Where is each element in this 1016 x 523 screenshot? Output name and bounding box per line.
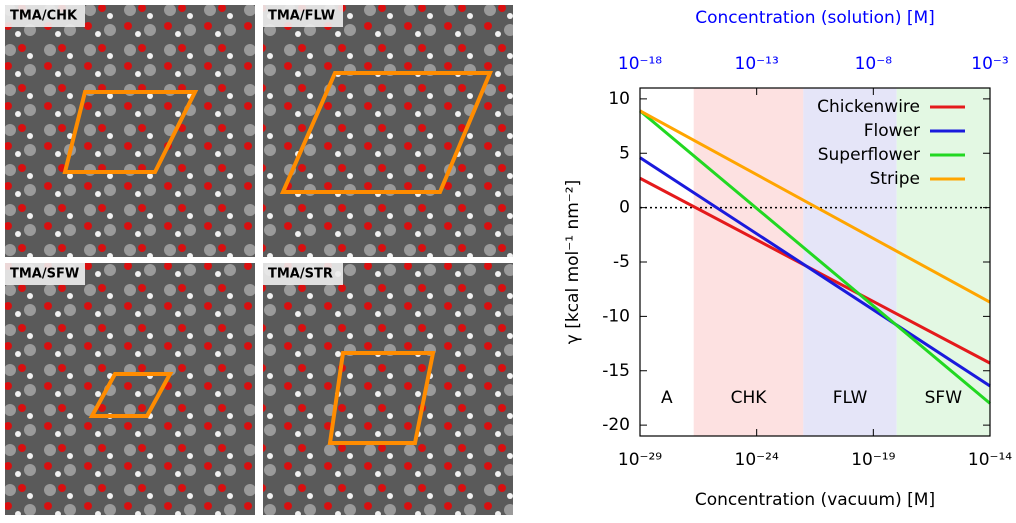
- region: [693, 88, 804, 436]
- panel-image: [263, 5, 513, 257]
- y-tick-label: -10: [602, 306, 630, 326]
- unit-cell: [88, 372, 174, 418]
- plot-frame: [639, 87, 991, 437]
- unit-cell: [279, 71, 494, 194]
- label-bg: [263, 5, 343, 27]
- panel-label: TMA/CHK: [10, 9, 78, 24]
- panels: TMA/CHK TMA/FLW TMA/SFW TMA/STR: [5, 5, 513, 515]
- x-tick-label: 10⁻¹⁴: [968, 450, 1012, 470]
- unit-cells: [62, 71, 494, 445]
- label-bg: [5, 5, 85, 27]
- panel-labels: TMA/CHK TMA/FLW TMA/SFW TMA/STR: [5, 5, 343, 285]
- region: [896, 88, 990, 436]
- y-tick-label: 10: [608, 89, 630, 109]
- x2-axis-label: Concentration (solution) [M]: [695, 8, 935, 28]
- x2-tick-label: 10⁻¹⁸: [618, 54, 662, 74]
- legend-label: Stripe: [870, 169, 920, 189]
- x2-tick-label: 10⁻¹³: [735, 54, 779, 74]
- series-line: [639, 156, 991, 388]
- legend-label: Superflower: [818, 145, 920, 165]
- panel-image: [5, 5, 255, 257]
- panel-label: TMA/SFW: [10, 267, 79, 282]
- series-line: [639, 109, 991, 304]
- y-axis-label: γ [kcal mol⁻¹ nm⁻²]: [563, 180, 583, 344]
- panel-image: [263, 263, 513, 515]
- label-bg: [263, 263, 343, 285]
- x-tick-label: 10⁻¹⁹: [851, 450, 895, 470]
- region-label: CHK: [731, 388, 768, 408]
- y-tick-label: -15: [602, 361, 630, 381]
- y-tick-label: 0: [619, 198, 630, 218]
- region-label: FLW: [833, 388, 868, 408]
- y-tick-label: -5: [613, 252, 630, 272]
- label-bg: [5, 263, 85, 285]
- unit-cell: [327, 351, 436, 445]
- x2-tick-label: 10⁻³: [971, 54, 1008, 74]
- panel-label: TMA/STR: [268, 267, 333, 282]
- series-line: [639, 109, 991, 405]
- unit-cell: [62, 90, 199, 174]
- chart: A CHK FLW SFW 10 5 0 -5 -10 -15 -20 10⁻²⁹ 10⁻²⁴ 10⁻¹⁹…: [563, 8, 1012, 510]
- legend-label: Flower: [864, 121, 920, 141]
- x2-tick-label: 10⁻⁸: [855, 54, 893, 74]
- panel-image: [5, 263, 255, 515]
- x-tick-label: 10⁻²⁴: [735, 450, 779, 470]
- panel-label: TMA/FLW: [268, 9, 335, 24]
- region-label: SFW: [925, 388, 963, 408]
- x-tick-label: 10⁻²⁹: [618, 450, 662, 470]
- y-tick-label: -20: [602, 415, 630, 435]
- x-axis-label: Concentration (vacuum) [M]: [695, 490, 935, 510]
- region: [640, 88, 694, 436]
- region-label: A: [661, 388, 673, 408]
- y-tick-label: 5: [619, 143, 630, 163]
- legend-label: Chickenwire: [817, 97, 920, 117]
